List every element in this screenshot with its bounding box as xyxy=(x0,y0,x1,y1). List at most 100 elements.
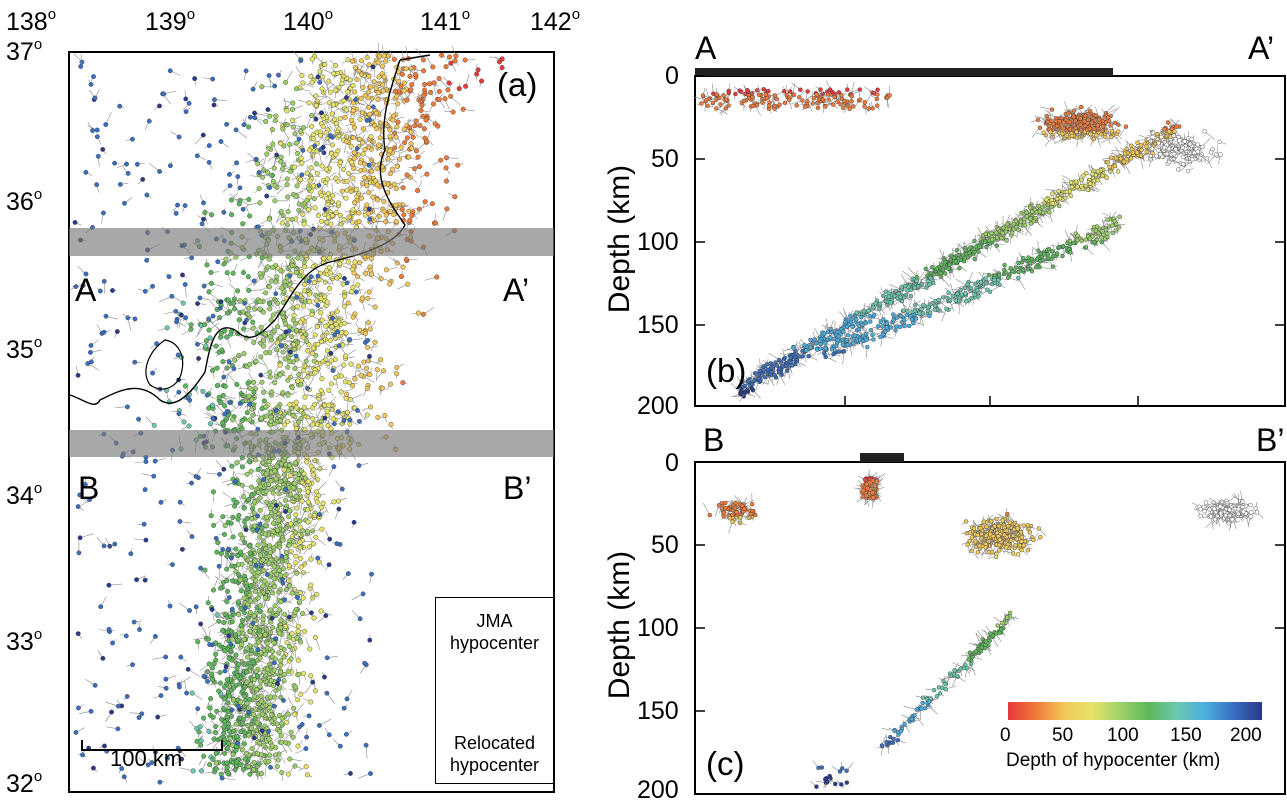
map-hypocenter xyxy=(222,649,227,654)
map-hypocenter xyxy=(287,757,292,762)
map-hypocenter xyxy=(463,84,468,89)
map-hypocenter xyxy=(292,347,297,352)
map-hypocenter xyxy=(345,188,350,193)
map-hypocenter xyxy=(310,422,315,427)
map-hypocenter xyxy=(349,118,354,123)
map-hypocenter xyxy=(224,257,229,262)
map-hypocenter xyxy=(265,641,270,646)
map-hypocenter xyxy=(234,382,239,387)
map-hypocenter xyxy=(219,348,224,353)
map-hypocenter xyxy=(361,127,366,132)
map-hypocenter xyxy=(447,81,452,86)
map-hypocenter xyxy=(310,416,315,421)
map-hypocenter xyxy=(278,625,283,630)
map-hypocenter xyxy=(258,553,263,558)
map-hypocenter xyxy=(366,190,371,195)
map-hypocenter xyxy=(281,566,286,571)
map-hypocenter xyxy=(215,383,220,388)
map-hypocenter xyxy=(283,321,288,326)
map-hypocenter xyxy=(274,274,279,279)
map-hypocenter xyxy=(375,166,380,171)
map-hypocenter xyxy=(380,386,385,391)
map-hypocenter xyxy=(422,127,427,132)
map-hypocenter xyxy=(273,753,278,758)
map-hypocenter xyxy=(253,458,258,463)
map-hypocenter xyxy=(289,656,294,661)
map-hypocenter xyxy=(224,578,229,583)
map-hypocenter xyxy=(275,528,280,533)
map-hypocenter xyxy=(226,746,231,751)
map-hypocenter xyxy=(260,380,265,385)
map-hypocenter xyxy=(225,554,230,559)
map-hypocenter xyxy=(307,187,312,192)
map-hypocenter xyxy=(331,71,336,76)
map-hypocenter xyxy=(365,296,370,301)
map-hypocenter xyxy=(342,304,347,309)
map-hypocenter xyxy=(339,390,344,395)
map-hypocenter xyxy=(274,347,279,352)
map-hypocenter xyxy=(346,90,351,95)
map-hypocenter xyxy=(272,668,277,673)
map-hypocenter xyxy=(278,373,283,378)
map-hypocenter xyxy=(393,89,398,94)
map-hypocenter xyxy=(282,467,287,472)
map-hypocenter xyxy=(234,653,239,658)
map-hypocenter xyxy=(334,322,339,327)
map-hypocenter xyxy=(292,313,297,318)
map-hypocenter xyxy=(274,476,279,481)
map-hypocenter xyxy=(227,656,232,661)
map-hypocenter xyxy=(376,415,381,420)
map-hypocenter xyxy=(245,410,250,415)
map-hypocenter xyxy=(270,127,275,132)
map-hypocenter xyxy=(409,82,414,87)
map-hypocenter xyxy=(221,359,226,364)
map-hypocenter xyxy=(298,556,303,561)
map-hypocenter xyxy=(341,167,346,172)
map-hypocenter xyxy=(305,529,310,534)
map-hypocenter xyxy=(291,342,296,347)
map-hypocenter xyxy=(308,179,313,184)
map-hypocenter xyxy=(195,639,200,644)
map-hypocenter xyxy=(374,86,379,91)
map-hypocenter xyxy=(220,514,225,519)
map-hypocenter xyxy=(420,103,425,108)
map-hypocenter xyxy=(215,550,220,555)
map-hypocenter xyxy=(209,513,214,518)
map-hypocenter xyxy=(287,543,292,548)
map-hypocenter xyxy=(351,108,356,113)
map-hypocenter xyxy=(368,372,373,377)
map-hypocenter xyxy=(408,218,413,223)
map-hypocenter xyxy=(301,125,306,130)
map-hypocenter xyxy=(259,416,264,421)
map-hypocenter xyxy=(183,384,188,389)
map-hypocenter xyxy=(349,160,354,165)
map-hypocenter xyxy=(279,618,284,623)
map-hypocenter xyxy=(316,342,321,347)
map-hypocenter xyxy=(394,186,399,191)
map-hypocenter xyxy=(293,366,298,371)
map-hypocenter xyxy=(232,504,237,509)
map-hypocenter xyxy=(421,58,426,63)
map-hypocenter xyxy=(315,171,320,176)
map-hypocenter xyxy=(273,604,278,609)
map-hypocenter xyxy=(245,701,250,706)
map-hypocenter xyxy=(279,721,284,726)
map-hypocenter xyxy=(280,286,285,291)
map-hypocenter xyxy=(347,422,352,427)
map-hypocenter xyxy=(264,404,269,409)
map-hypocenter xyxy=(444,64,449,69)
map-hypocenter xyxy=(211,757,216,762)
map-hypocenter xyxy=(252,492,257,497)
map-hypocenter xyxy=(225,589,230,594)
map-hypocenter xyxy=(211,715,216,720)
map-hypocenter xyxy=(217,643,222,648)
map-hypocenter xyxy=(399,145,404,150)
map-hypocenter xyxy=(402,212,407,217)
map-hypocenter xyxy=(213,730,218,735)
map-hypocenter xyxy=(337,133,342,138)
map-hypocenter xyxy=(294,494,299,499)
map-hypocenter xyxy=(355,283,360,288)
map-hypocenter xyxy=(388,171,393,176)
map-hypocenter xyxy=(225,335,230,340)
map-hypocenter xyxy=(451,110,456,115)
